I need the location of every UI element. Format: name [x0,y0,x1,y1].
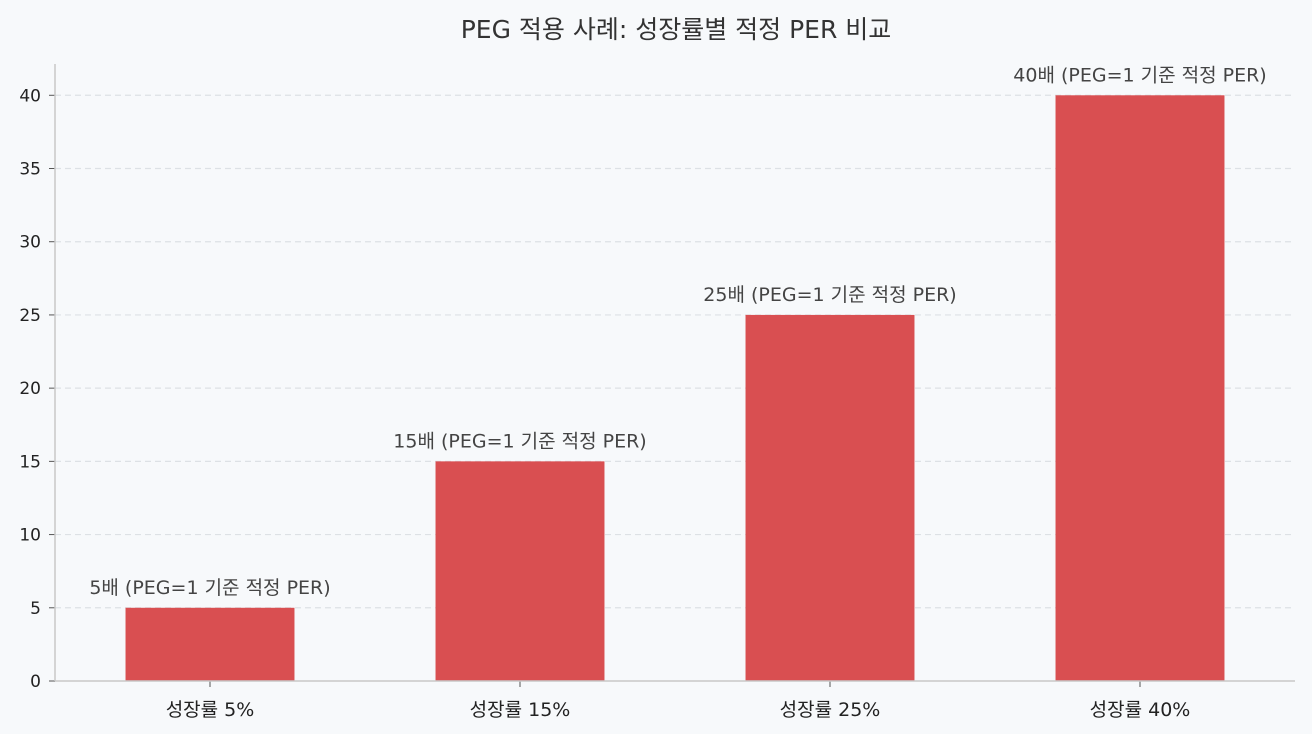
x-tick-label: 성장률 25% [780,699,881,721]
data-label: 25배 (PEG=1 기준 적정 PER) [703,284,956,306]
data-label: 40배 (PEG=1 기준 적정 PER) [1013,64,1266,86]
y-tick-label: 30 [19,233,41,253]
y-tick-label: 25 [19,306,41,326]
bar [435,461,605,681]
y-tick-label: 5 [30,599,41,619]
bar-layer [125,95,1225,682]
bar [125,607,295,681]
y-tick-label: 40 [19,86,41,106]
bar [745,314,915,681]
data-label: 5배 (PEG=1 기준 적정 PER) [89,577,330,599]
x-tick-label: 성장률 5% [166,699,255,721]
axis-layer: 0 5 10 15 20 25 30 35 40 성장률 5% 성장률 15% 성장률 25% 성장률 … [19,64,1295,721]
label-layer: 5배 (PEG=1 기준 적정 PER) 15배 (PEG=1 기준 적정 PER… [89,64,1266,599]
chart-title: PEG 적용 사례: 성장률별 적정 PER 비교 [460,15,892,44]
y-tick-label: 20 [19,379,41,399]
data-label: 15배 (PEG=1 기준 적정 PER) [393,430,646,452]
x-tick-label: 성장률 40% [1090,699,1191,721]
y-tick-label: 15 [19,452,41,472]
y-tick-label: 10 [19,526,41,546]
y-tick-label: 35 [19,160,41,180]
x-tick-label: 성장률 15% [470,699,571,721]
y-tick-label: 0 [30,672,41,692]
bar [1055,95,1225,682]
